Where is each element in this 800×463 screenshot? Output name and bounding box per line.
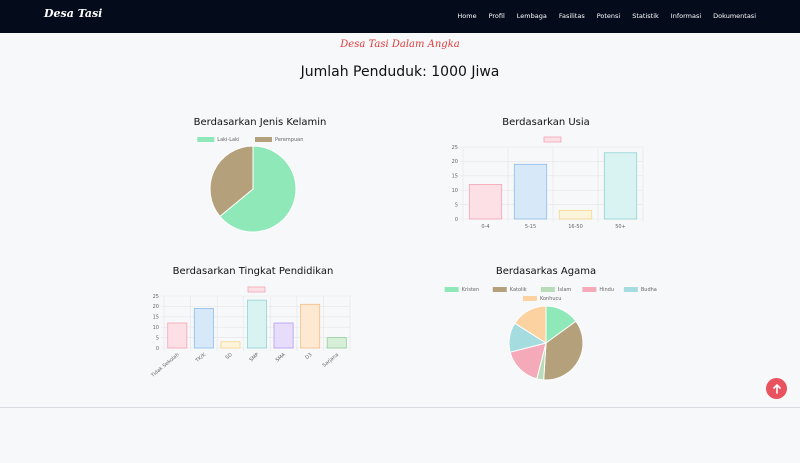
religion-legend-swatch	[623, 287, 638, 292]
population-headline: Jumlah Penduduk: 1000 Jiwa	[300, 64, 500, 80]
age-bar	[558, 209, 593, 220]
religion-legend-label: Islam	[558, 287, 572, 293]
edu-xtick-label: Sarjana	[322, 352, 340, 369]
age-bar-chart: 0 5 10 15 20 25 0-4 5-15 16-50 50+	[452, 136, 644, 230]
age-ytick-label: 20	[452, 159, 458, 165]
gender-pie-chart: Laki-Laki Perempuan	[197, 137, 303, 233]
back-to-top-button[interactable]	[766, 378, 787, 399]
nav-dokumentasi[interactable]: Dokumentasi	[713, 12, 756, 20]
age-ytick-label: 25	[452, 145, 458, 151]
edu-bar	[273, 322, 294, 349]
edu-ytick-label: 5	[156, 335, 159, 341]
religion-legend-label: Kristen	[462, 287, 480, 293]
chart-title-religion: Berdasarkas Agama	[495, 266, 597, 277]
edu-xtick-label: SD	[224, 352, 233, 361]
nav-home[interactable]: Home	[457, 12, 477, 20]
navbar: Desa Tasi Home Profil Lembaga Fasilitas …	[0, 0, 800, 33]
religion-slice	[514, 305, 547, 344]
religion-legend-label: Katolik	[510, 287, 527, 293]
age-ytick-label: 10	[452, 188, 458, 194]
edu-ytick-label: 15	[153, 315, 159, 321]
religion-legend-label: Hindu	[599, 287, 614, 293]
age-ytick-label: 15	[452, 174, 458, 180]
edu-ytick-label: 10	[153, 325, 159, 331]
edu-bar	[247, 299, 267, 349]
section-subtitle: Desa Tasi Dalam Angka	[340, 39, 460, 50]
religion-legend-swatch	[522, 296, 537, 301]
religion-pie-chart: Kristen Katolik Islam Hindu Budha Konhucu	[444, 287, 657, 381]
age-xtick-label: 16-50	[568, 224, 583, 230]
age-xtick-label: 0-4	[481, 224, 489, 230]
religion-legend-swatch	[444, 287, 459, 292]
nav-profil[interactable]: Profil	[488, 12, 505, 20]
chart-title-gender: Berdasarkan Jenis Kelamin	[193, 117, 327, 128]
edu-bar	[300, 303, 321, 349]
gender-legend-label: Perempuan	[275, 137, 303, 143]
edu-ytick-label: 0	[156, 346, 159, 352]
chart-title-education: Berdasarkan Tingkat Pendidikan	[172, 266, 334, 277]
gender-slice	[209, 145, 254, 218]
edu-ytick-label: 25	[153, 294, 159, 300]
gender-slice	[219, 145, 297, 233]
age-ytick-label: 0	[455, 217, 458, 223]
edu-legend-swatch	[247, 286, 266, 293]
nav-statistik[interactable]: Statistik	[632, 12, 659, 20]
age-bar	[468, 184, 503, 220]
edu-xtick-label: Tidak Sekolah	[149, 352, 180, 379]
edu-bar	[193, 308, 214, 349]
footer-divider	[0, 407, 800, 408]
edu-ytick-label: 20	[153, 304, 159, 310]
religion-legend-swatch	[540, 287, 555, 292]
main-nav: Home Profil Lembaga Fasilitas Potensi St…	[445, 12, 756, 20]
gender-legend-swatch	[255, 137, 272, 142]
nav-fasilitas[interactable]: Fasilitas	[558, 12, 585, 20]
religion-slice	[543, 320, 584, 381]
age-bar	[513, 163, 548, 220]
age-ytick-label: 5	[455, 202, 458, 208]
age-xtick-label: 5-15	[525, 224, 536, 230]
edu-bar	[167, 322, 188, 349]
nav-lembaga[interactable]: Lembaga	[516, 12, 547, 20]
education-bar-chart: 0 5 10 15 20 25 Tidak Sekolah TK/K SD SMP SMA D3 Sar…	[149, 286, 351, 379]
religion-legend-label: Budha	[641, 287, 657, 293]
nav-informasi[interactable]: Informasi	[670, 12, 702, 20]
brand-logo[interactable]: Desa Tasi	[44, 7, 103, 20]
nav-potensi[interactable]: Potensi	[596, 12, 621, 20]
edu-xtick-label: D3	[304, 352, 313, 361]
edu-xtick-label: SMA	[275, 352, 288, 364]
religion-legend-label: Konhucu	[540, 296, 562, 302]
age-xtick-label: 50+	[615, 224, 626, 230]
edu-xtick-label: TK/K	[194, 351, 208, 364]
arrow-up-icon	[772, 383, 781, 394]
edu-xtick-label: SMP	[248, 352, 260, 363]
religion-legend-swatch	[582, 287, 597, 292]
gender-legend-swatch	[197, 137, 215, 142]
chart-title-age: Berdasarkan Usia	[502, 117, 590, 128]
religion-legend-swatch	[492, 287, 507, 292]
gender-legend-label: Laki-Laki	[217, 137, 239, 143]
edu-bar	[220, 341, 241, 349]
age-bar	[603, 152, 638, 220]
age-legend-swatch	[543, 136, 562, 143]
edu-bar	[326, 337, 347, 349]
